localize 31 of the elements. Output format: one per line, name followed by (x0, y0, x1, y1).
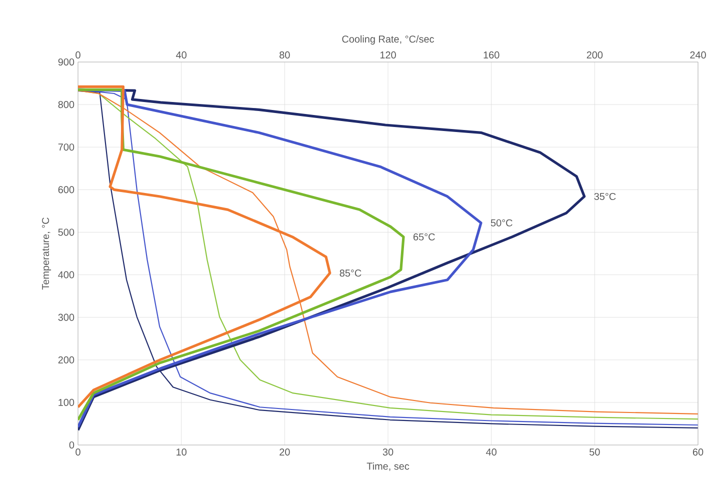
x-tick-label: 30 (382, 448, 394, 456)
x-tick-label: 50 (590, 448, 600, 456)
x-tick-label: 20 (280, 448, 290, 456)
x2-tick-label: 240 (690, 51, 706, 58)
y-axis-title: Temperature, °C (42, 218, 52, 290)
y-tick-label: 400 (58, 271, 74, 278)
series-label: 65°C (414, 233, 435, 240)
x2-tick-label: 80 (280, 51, 290, 58)
x-tick-label: 10 (176, 448, 186, 456)
y-tick-label: 700 (58, 144, 74, 151)
x-tick-label: 40 (486, 448, 496, 456)
y-tick-label: 900 (58, 58, 74, 66)
x2-tick-label: 0 (76, 51, 80, 58)
series-label: 85°C (340, 270, 362, 277)
y-tick-label: 500 (58, 228, 74, 236)
x2-tick-label: 40 (176, 51, 186, 58)
y-tick-label: 200 (58, 356, 74, 364)
y-tick-label: 300 (58, 314, 74, 321)
series-label: 35°C (594, 192, 616, 200)
x-tick-label: 60 (692, 448, 704, 456)
y-tick-label: 100 (58, 398, 74, 406)
x2-tick-label: 160 (484, 51, 500, 58)
x2-tick-label: 200 (586, 51, 603, 58)
y-tick-label: 600 (58, 186, 74, 194)
y-tick-label: 800 (58, 101, 74, 108)
x-tick-label: 0 (76, 448, 80, 456)
x2-axis-title: Cooling Rate, °C/sec (342, 35, 434, 45)
x2-tick-label: 120 (380, 51, 396, 58)
y-tick-label: 0 (69, 441, 74, 449)
series-label: 50°C (490, 219, 512, 226)
x-axis-title: Time, sec (366, 462, 410, 471)
